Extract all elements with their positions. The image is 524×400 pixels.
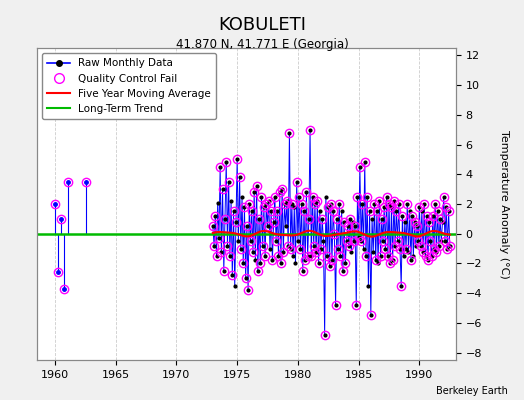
Legend: Raw Monthly Data, Quality Control Fail, Five Year Moving Average, Long-Term Tren: Raw Monthly Data, Quality Control Fail, …: [42, 53, 216, 119]
Text: KOBULETI: KOBULETI: [218, 16, 306, 34]
Text: 41.870 N, 41.771 E (Georgia): 41.870 N, 41.771 E (Georgia): [176, 38, 348, 51]
Text: Berkeley Earth: Berkeley Earth: [436, 386, 508, 396]
Y-axis label: Temperature Anomaly (°C): Temperature Anomaly (°C): [499, 130, 509, 278]
